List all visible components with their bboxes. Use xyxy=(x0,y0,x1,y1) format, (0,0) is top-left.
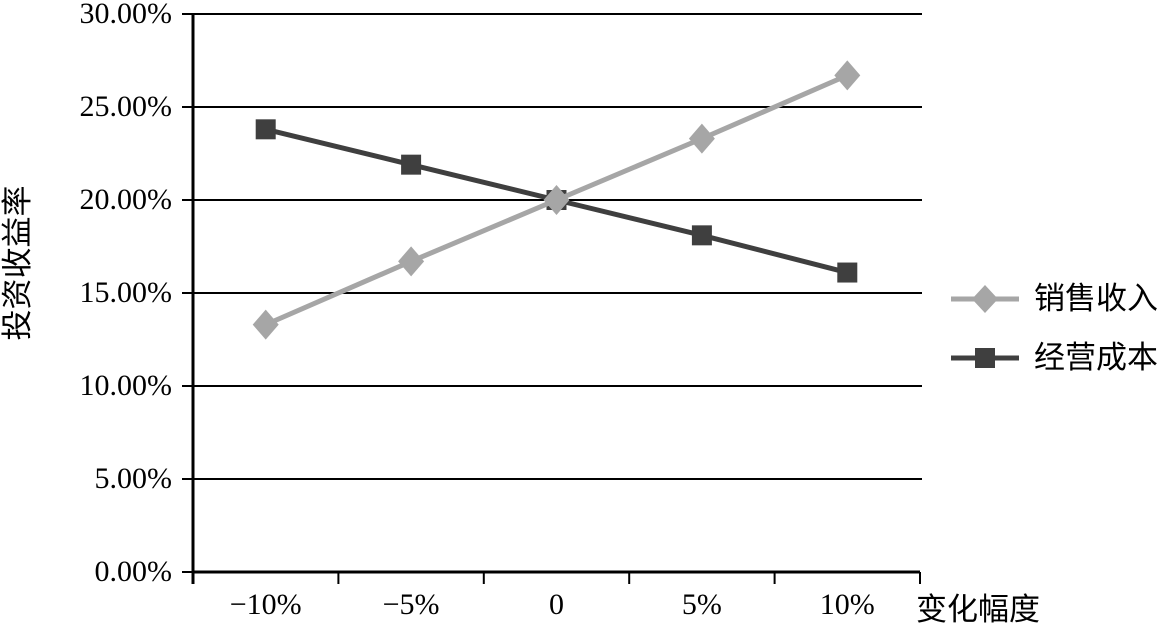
y-tick-label: 5.00% xyxy=(94,462,173,495)
x-tick-label: 0 xyxy=(549,588,564,621)
x-axis-title: 变化幅度 xyxy=(916,592,1040,627)
x-axis-tick-labels: −10% −5% 0 5% 10% xyxy=(0,588,1159,628)
x-tick-label: 5% xyxy=(681,588,722,621)
x-tick-label: −5% xyxy=(382,588,440,621)
x-tick-label: −10% xyxy=(229,588,302,621)
y-tick-label: 10.00% xyxy=(79,369,173,402)
y-axis-title: 投资收益率 xyxy=(0,185,35,341)
y-tick-label: 20.00% xyxy=(79,183,173,216)
y-tick-label: 25.00% xyxy=(79,90,173,123)
y-tick-label: 30.00% xyxy=(79,0,173,30)
y-tick-label: 0.00% xyxy=(94,555,173,588)
y-tick-label: 15.00% xyxy=(79,276,173,309)
y-axis-tick-labels: 0.00% 5.00% 10.00% 15.00% 20.00% 25.00% 30.00% xyxy=(0,0,173,631)
x-tick-label: 10% xyxy=(819,588,875,621)
